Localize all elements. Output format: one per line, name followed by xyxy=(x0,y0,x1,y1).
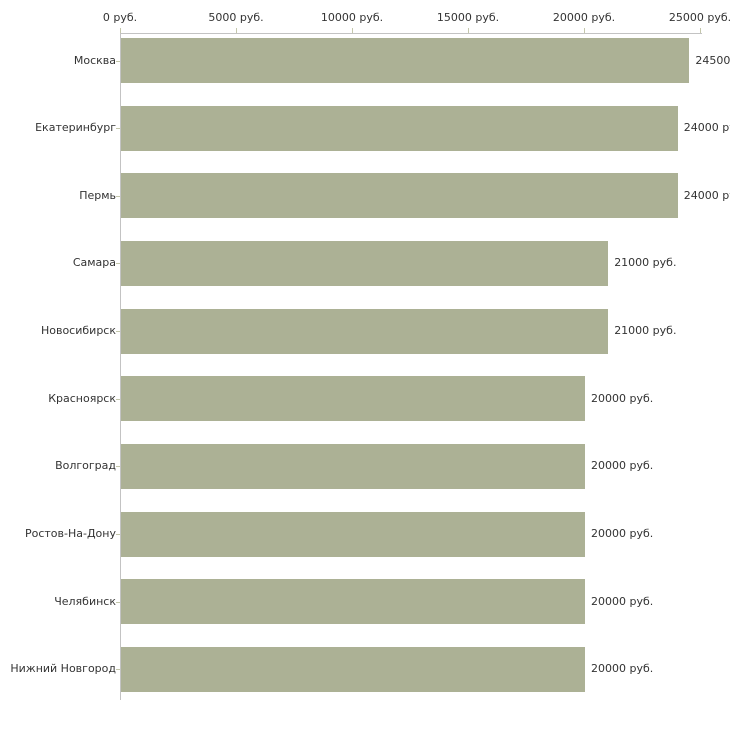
category-tick-mark xyxy=(116,60,120,62)
x-axis-tick-label: 0 руб. xyxy=(102,11,138,24)
value-label: 21000 руб. xyxy=(614,256,677,270)
category-tick-mark xyxy=(116,128,120,130)
category-label: Новосибирск xyxy=(40,324,116,338)
category-label: Красноярск xyxy=(48,391,116,405)
bar xyxy=(121,646,585,692)
value-label: 24500 руб. xyxy=(695,53,730,67)
value-label: 24000 руб. xyxy=(683,188,730,202)
value-label: 24000 руб. xyxy=(683,121,730,135)
bar xyxy=(121,173,678,219)
x-axis-tick-mark xyxy=(236,28,237,33)
value-label: 20000 руб. xyxy=(591,459,654,473)
category-tick-mark xyxy=(116,534,120,536)
bar xyxy=(121,308,609,354)
bar xyxy=(121,38,690,83)
value-label: 20000 руб. xyxy=(591,391,654,405)
value-label: 21000 руб. xyxy=(614,324,677,338)
bar xyxy=(121,443,585,489)
bar xyxy=(121,579,585,625)
category-label: Пермь xyxy=(79,188,116,202)
bar xyxy=(121,105,678,151)
category-label: Волгоград xyxy=(55,459,116,473)
x-axis-tick-label: 10000 руб. xyxy=(320,11,384,24)
category-tick-mark xyxy=(116,331,120,333)
bar xyxy=(121,240,609,286)
bar xyxy=(121,511,585,557)
x-axis-tick-mark xyxy=(584,28,585,33)
category-tick-mark xyxy=(116,669,120,671)
category-label: Нижний Новгород xyxy=(10,662,116,676)
bar xyxy=(121,376,585,422)
category-tick-mark xyxy=(116,263,120,265)
category-tick-mark xyxy=(116,601,120,603)
x-axis-tick-mark xyxy=(468,28,469,33)
category-label: Москва xyxy=(73,53,116,67)
x-axis-tick-label: 20000 руб. xyxy=(552,11,616,24)
category-label: Ростов-На-Дону xyxy=(24,527,116,541)
value-label: 20000 руб. xyxy=(591,662,654,676)
category-tick-mark xyxy=(116,195,120,197)
category-label: Челябинск xyxy=(54,594,116,608)
value-label: 20000 руб. xyxy=(591,594,654,608)
x-axis-tick-label: 15000 руб. xyxy=(436,11,500,24)
x-axis-line xyxy=(120,33,702,34)
category-label: Екатеринбург xyxy=(35,121,116,135)
category-tick-mark xyxy=(116,398,120,400)
x-axis-tick-mark xyxy=(700,28,701,33)
value-label: 20000 руб. xyxy=(591,527,654,541)
x-axis-tick-label: 25000 руб. xyxy=(668,11,730,24)
x-axis-tick-mark xyxy=(352,28,353,33)
x-axis-tick-label: 5000 руб. xyxy=(208,11,264,24)
x-axis-tick-mark xyxy=(120,28,121,33)
category-label: Самара xyxy=(72,256,116,270)
y-axis-line xyxy=(120,33,121,700)
category-tick-mark xyxy=(116,466,120,468)
